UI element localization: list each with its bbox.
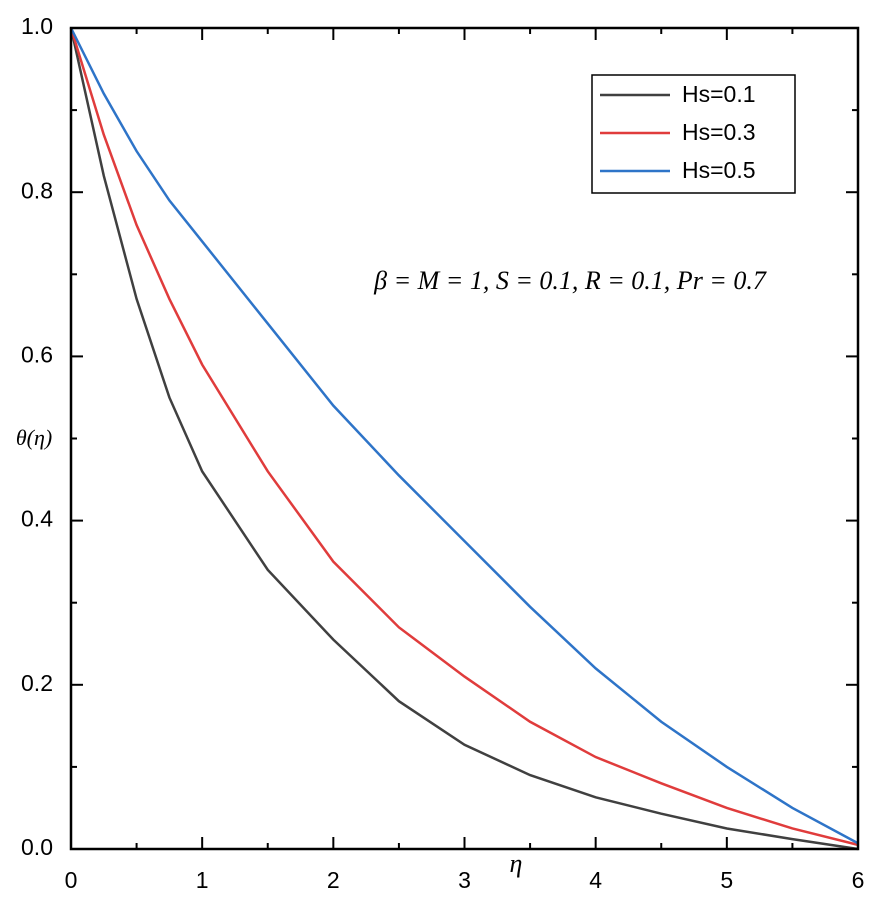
y-tick-label: 0.6 [21,341,53,367]
legend-label: Hs=0.5 [682,157,756,183]
plot-frame [69,26,860,851]
x-tick-label: 4 [589,867,602,893]
x-tick-label: 6 [852,867,865,893]
x-tick-label: 3 [458,867,471,893]
x-tick-label: 0 [65,867,78,893]
annotation: β = M = 1, S = 0.1, R = 0.1, Pr = 0.7 [373,266,767,295]
legend-label: Hs=0.1 [682,81,756,107]
series-line [69,27,859,845]
legend-label: Hs=0.3 [682,119,756,145]
y-axis-label: θ(η) [16,425,52,450]
y-tick-label: 0.4 [21,506,53,532]
x-tick-label: 1 [196,867,209,893]
x-axis-label: η [510,849,523,878]
y-tick-label: 0.2 [21,670,53,696]
series-line [69,27,859,851]
x-tick-label: 5 [720,867,733,893]
y-tick-label: 0.8 [21,177,53,203]
series-line [69,27,859,847]
x-tick-label: 2 [327,867,340,893]
y-tick-label: 1.0 [21,13,53,39]
y-tick-label: 0.0 [21,834,53,860]
